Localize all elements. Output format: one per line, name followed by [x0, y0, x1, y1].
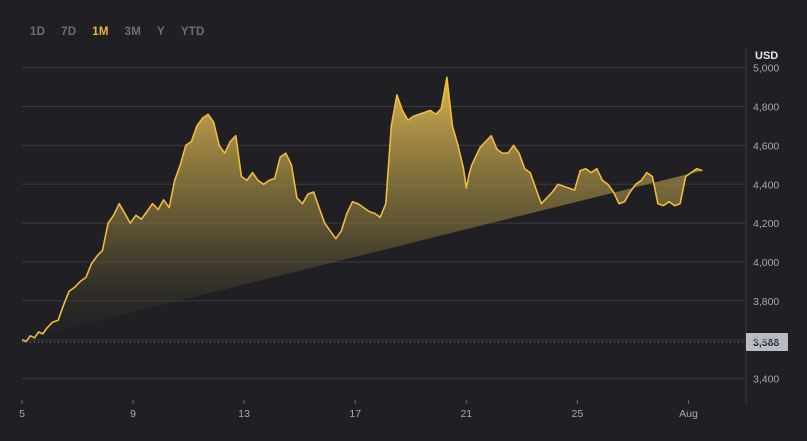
y-axis-unit: USD	[755, 50, 779, 62]
x-tick-label: 25	[572, 408, 584, 420]
x-tick-label: 5	[19, 408, 25, 420]
y-axis: 3,400 3,600 3,800 4,000 4,200 4,400 4,600 4,800…	[753, 63, 779, 386]
y-tick-label: 3,400	[753, 374, 779, 386]
price-badge	[746, 333, 788, 352]
x-tick-label: 13	[238, 408, 250, 420]
y-tick-label: 4,200	[753, 218, 779, 230]
range-tab-1m[interactable]: 1M	[92, 26, 109, 38]
y-tick-label: 5,000	[753, 63, 779, 75]
range-tab-1d[interactable]: 1D	[30, 26, 46, 38]
range-tab-7d[interactable]: 7D	[61, 26, 77, 38]
x-tick-label: Aug	[679, 408, 698, 420]
x-axis: 5 9 13 17 21 25 Aug	[19, 400, 698, 420]
y-tick-label: 3,800	[753, 296, 779, 308]
price-area	[21, 0, 742, 343]
y-tick-label: 4,000	[753, 257, 779, 269]
y-tick-label: 4,800	[753, 102, 779, 114]
price-badge-label: 3,588	[753, 337, 779, 349]
x-tick-label: 9	[130, 408, 136, 420]
y-tick-label: 3,600	[753, 335, 779, 347]
range-selector: 1D 7D 1M 3M Y YTD	[22, 24, 212, 40]
x-tick-label: 21	[460, 408, 472, 420]
reference-line: 3,588	[22, 333, 788, 352]
range-tab-3m[interactable]: 3M	[124, 26, 141, 38]
range-tab-y[interactable]: Y	[157, 26, 165, 38]
area-fill	[22, 77, 703, 342]
y-tick-label: 4,600	[753, 140, 779, 152]
price-line	[21, 76, 703, 343]
x-tick-label: 17	[349, 408, 361, 420]
range-tab-ytd[interactable]: YTD	[180, 26, 205, 38]
y-tick-label: 4,400	[753, 179, 779, 191]
